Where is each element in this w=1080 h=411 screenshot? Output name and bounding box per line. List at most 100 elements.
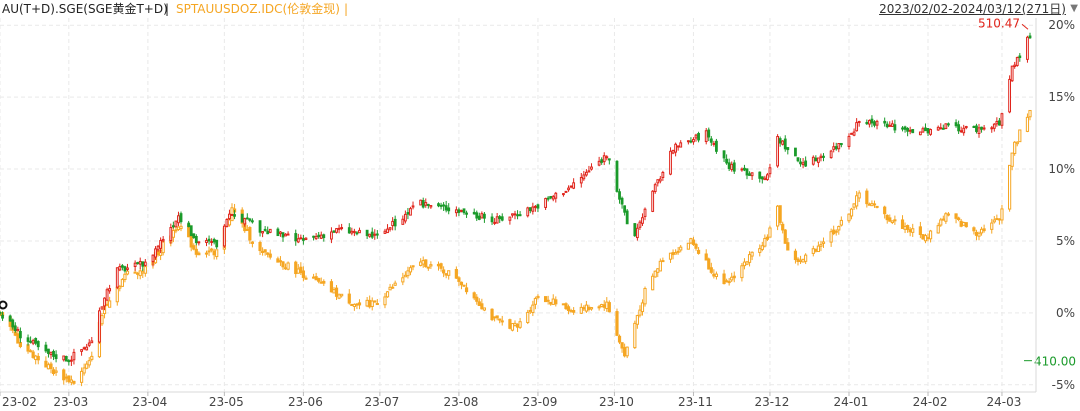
candle-body [732, 275, 736, 279]
candle-body [248, 227, 252, 241]
candle-body [176, 226, 181, 231]
candle-body [98, 310, 101, 343]
series1-candles [0, 32, 1032, 366]
candle-body [16, 328, 20, 332]
candle-body [781, 223, 785, 231]
candle-body [115, 286, 119, 303]
candle-body [671, 149, 675, 154]
candle-body [635, 227, 639, 239]
candle-body [187, 222, 191, 227]
legend-separator: | [165, 2, 170, 16]
x-tick-label: 23-05 [209, 395, 244, 409]
date-range-selector[interactable]: 2023/02/02-2024/03/12(271日) [879, 2, 1066, 16]
candle-body [205, 239, 208, 243]
candle-body [661, 172, 665, 178]
candle-body [536, 204, 540, 209]
candle-body [442, 204, 446, 207]
candle-body [194, 248, 198, 255]
candle-body [546, 197, 550, 200]
candle-body [105, 303, 109, 306]
candle-body [870, 118, 874, 124]
candle-body [108, 300, 112, 308]
candle-body [766, 174, 769, 181]
candle-body [26, 337, 30, 342]
candle-body [617, 335, 622, 343]
y-tick-label: 20% [1048, 18, 1075, 32]
candle-body [314, 276, 318, 281]
candle-body [584, 304, 588, 312]
candle-body [261, 231, 264, 234]
candle-body [936, 225, 940, 234]
candle-body [829, 231, 833, 243]
x-tick-label: 23-10 [599, 395, 634, 409]
series1-legend[interactable]: AU(T+D).SGE(SGE黄金T+D) [2, 2, 168, 16]
candle-body [123, 273, 127, 280]
candle-body [692, 138, 695, 143]
candle-body [947, 123, 950, 126]
candle-body [64, 356, 68, 362]
candle-body [192, 245, 196, 250]
candle-body [31, 340, 35, 344]
candle-body [480, 303, 484, 310]
candle-body [926, 237, 930, 240]
candle-body [508, 319, 512, 329]
crosshair-start-marker[interactable] [0, 300, 8, 310]
candle-body [406, 212, 410, 215]
candle-body [939, 219, 943, 226]
candle-body [477, 215, 481, 220]
candle-body [865, 121, 869, 125]
candle-body [294, 261, 298, 275]
min-value-label: 410.00 [1034, 355, 1076, 369]
x-tick-label: 23-11 [678, 395, 713, 409]
candle-body [587, 170, 591, 173]
candle-body [544, 198, 547, 208]
x-tick-label: 23-02 [2, 395, 37, 409]
candle-body [893, 124, 897, 131]
candle-body [490, 216, 494, 223]
candle-body [311, 276, 316, 279]
candle-body [850, 132, 853, 135]
triangle-down-icon[interactable]: ▼ [1070, 3, 1078, 14]
candle-body [355, 232, 359, 235]
candle-body [742, 261, 747, 267]
series2-legend[interactable]: SPTAUUSDOZ.IDC(伦敦金现) [176, 2, 340, 16]
candle-body [834, 146, 838, 150]
candle-body [875, 205, 879, 208]
candle-body [161, 240, 165, 254]
candle-body [197, 252, 201, 256]
candle-body [18, 330, 22, 339]
candle-body [495, 216, 499, 224]
candle-body [258, 220, 262, 233]
candle-body [34, 355, 38, 361]
candle-body [419, 261, 423, 266]
candle-body [447, 207, 451, 212]
candle-body [337, 294, 341, 299]
candle-body [403, 213, 407, 222]
candle-body [906, 225, 910, 230]
candle-body [279, 231, 282, 235]
candle-body [283, 267, 288, 270]
candle-body [8, 315, 12, 322]
candle-body [31, 351, 35, 358]
candle-body [317, 277, 321, 282]
candle-body [893, 219, 897, 222]
candle-body [36, 355, 40, 361]
candle-body [725, 280, 729, 283]
candle-body [643, 208, 647, 217]
candle-body [437, 203, 440, 207]
candle-body [727, 162, 731, 169]
candle-body [600, 304, 604, 307]
candle-body [1015, 57, 1019, 66]
candle-body [873, 121, 876, 126]
candle-body [781, 140, 785, 145]
candle-body [923, 235, 928, 242]
candle-body [997, 218, 1002, 221]
candle-body [528, 207, 532, 212]
candle-body [561, 303, 566, 306]
annotation-layer: 510.47 410.00 [978, 16, 1076, 368]
candle-body [572, 182, 576, 189]
candle-body [743, 167, 746, 171]
candle-body [768, 167, 772, 175]
candle-body [908, 229, 912, 233]
candle-body [1013, 64, 1017, 67]
